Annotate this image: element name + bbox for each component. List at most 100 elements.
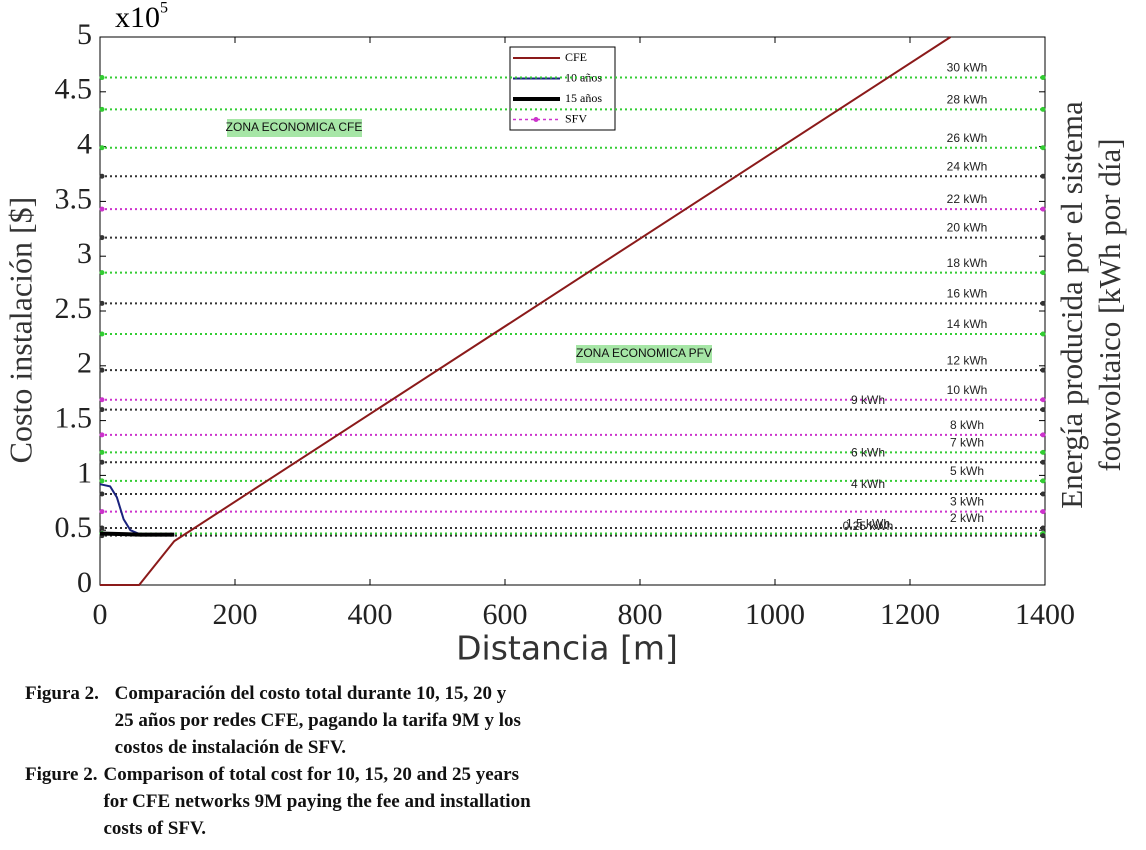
sfv-marker [99,525,105,531]
sfv-label: 7 kWh [950,436,984,450]
sfv-label: 3 kWh [950,495,984,509]
sfv-marker [99,206,105,212]
x-tick-label: 0 [93,598,108,631]
sfv-marker [1040,478,1046,484]
y-tick-label: 0 [77,566,92,599]
x-tick-label: 1200 [880,598,940,631]
x-tick-label: 1400 [1015,598,1075,631]
caption-label: Figure 2. [25,764,98,785]
sfv-marker [1040,459,1046,465]
sfv-marker [99,145,105,151]
sfv-label: 16 kWh [947,286,988,300]
sfv-marker [1040,397,1046,403]
legend-label: 10 años [565,70,602,84]
series-line [99,531,175,537]
y-multiplier-exponent: 5 [160,0,168,17]
legend: CFE 10 años 15 años SFV [509,46,616,131]
sfv-label: 2 kWh [950,511,984,525]
sfv-marker [1040,509,1046,515]
sfv-marker [99,270,105,276]
annotation: ZONA ECONOMICA CFE [226,120,363,134]
sfv-label: 24 kWh [947,159,988,173]
x-tick-label: 800 [618,598,663,631]
sfv-marker [1040,145,1046,151]
sfv-marker [99,300,105,306]
sfv-marker [1040,449,1046,455]
caption-block: Figura 2. Comparación del costo total dur… [25,680,531,761]
x-tick-label: 600 [483,598,528,631]
sfv-marker [99,407,105,413]
sfv-label: 12 kWh [947,353,988,367]
sfv-marker [1040,491,1046,497]
sfv-label: 14 kWh [947,317,988,331]
sfv-marker [99,397,105,403]
sfv-marker [99,173,105,179]
caption-line: costs of SFV. [103,818,207,839]
sfv-marker [99,235,105,241]
sfv-marker [99,75,105,81]
y-tick-label: 2.5 [55,292,93,325]
sfv-marker [1040,367,1046,373]
sfv-marker [99,367,105,373]
legend-label: CFE [565,50,587,64]
y-tick-label: 0.5 [55,511,93,544]
sfv-marker [99,509,105,515]
y-tick-label: 2 [77,347,92,380]
legend-label: 15 años [565,91,602,105]
y-tick-label: 3.5 [55,182,93,215]
sfv-label: 18 kWh [947,256,988,270]
x-axis-label: Distancia [m] [456,629,678,668]
y-tick-label: 1 [77,456,92,489]
sfv-marker [1040,432,1046,438]
sfv-marker [99,449,105,455]
y-tick-label: 4 [77,127,92,160]
sfv-label: 30 kWh [947,61,988,75]
sfv-marker [99,432,105,438]
sfv-marker [99,491,105,497]
sfv-label: 1.5 kWh [846,517,890,531]
sfv-label: 0.25 kWh [843,519,894,533]
sfv-marker [99,478,105,484]
sfv-marker [1040,206,1046,212]
sfv-marker [99,331,105,337]
sfv-marker [1040,525,1046,531]
y-axis-label: Costo instalación [$] [2,197,38,464]
sfv-marker [1040,300,1046,306]
sfv-label: 8 kWh [950,418,984,432]
caption-block: Figure 2. Comparison of total cost for 10… [25,761,531,842]
legend-box [509,46,616,131]
chart: x10 5 Distancia [m] Costo instalación [$… [2,0,1127,668]
annotation-box [227,119,362,137]
sfv-marker [1040,106,1046,112]
y-multiplier-base: x10 [115,1,160,34]
sfv-label: 6 kWh [851,445,885,459]
sfv-label: 4 kWh [851,477,885,491]
y-tick-label: 4.5 [55,73,93,106]
sfv-label: 5 kWh [950,464,984,478]
sfv-label: 26 kWh [947,131,988,145]
y2-axis-label: fotovoltaico [kWh por día] [1092,138,1127,471]
sfv-label: 28 kWh [947,93,988,107]
sfv-marker [1040,235,1046,241]
sfv-marker [1040,270,1046,276]
y-tick-label: 3 [77,237,92,270]
y-tick-label: 5 [77,18,92,51]
legend-swatch [533,117,539,122]
annotation-box [576,345,712,363]
annotation: ZONA ECONOMICA PFV [576,346,712,360]
sfv-marker [1040,173,1046,179]
sfv-marker [1040,533,1046,539]
sfv-label: 22 kWh [947,192,988,206]
x-tick-label: 200 [213,598,258,631]
caption-line: Comparación del costo total durante 10, … [114,683,507,704]
series-line [100,36,952,586]
sfv-label: 20 kWh [947,221,988,235]
caption-line: Comparison of total cost for 10, 15, 20 … [103,764,519,785]
sfv-marker [1040,331,1046,337]
caption-label: Figura 2. [25,683,99,704]
caption-line: for CFE networks 9M paying the fee and i… [103,791,531,812]
y-tick-label: 1.5 [55,401,93,434]
sfv-label: 9 kWh [851,393,885,407]
sfv-marker [99,106,105,112]
